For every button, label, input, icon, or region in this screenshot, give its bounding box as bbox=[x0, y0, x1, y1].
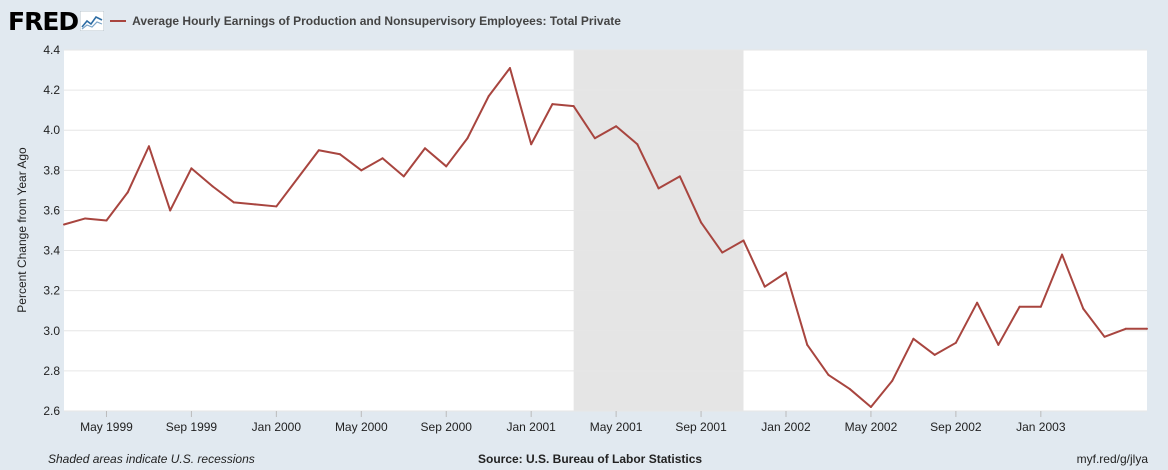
data-point[interactable] bbox=[402, 175, 405, 178]
recession-note: Shaded areas indicate U.S. recessions bbox=[48, 452, 255, 466]
data-point[interactable] bbox=[1061, 253, 1064, 256]
y-tick-label: 4.2 bbox=[43, 83, 60, 97]
data-point[interactable] bbox=[190, 167, 193, 170]
source-credit: Source: U.S. Bureau of Labor Statistics bbox=[478, 452, 703, 466]
data-point[interactable] bbox=[657, 187, 660, 190]
recession-band-0 bbox=[573, 50, 744, 411]
fred-logo[interactable]: FRED bbox=[8, 6, 79, 36]
data-point[interactable] bbox=[763, 285, 766, 288]
data-point[interactable] bbox=[147, 145, 150, 148]
data-point[interactable] bbox=[84, 217, 87, 220]
data-point[interactable] bbox=[211, 185, 214, 188]
data-point[interactable] bbox=[827, 373, 830, 376]
data-point[interactable] bbox=[508, 67, 511, 70]
data-point[interactable] bbox=[593, 137, 596, 140]
series-line-0[interactable] bbox=[63, 67, 1147, 408]
data-point[interactable] bbox=[232, 201, 235, 204]
data-point[interactable] bbox=[63, 223, 65, 226]
y-tick-label: 4.4 bbox=[43, 43, 60, 57]
data-point[interactable] bbox=[317, 149, 320, 152]
data-point[interactable] bbox=[551, 103, 554, 106]
data-point[interactable] bbox=[912, 337, 915, 340]
x-tick-label: Jan 2000 bbox=[252, 420, 302, 434]
x-tick-label: May 1999 bbox=[80, 420, 133, 434]
data-point[interactable] bbox=[1146, 327, 1148, 330]
data-point[interactable] bbox=[869, 405, 872, 408]
data-point[interactable] bbox=[105, 219, 108, 222]
data-point[interactable] bbox=[1018, 305, 1021, 308]
y-tick-label: 3.0 bbox=[43, 324, 60, 338]
y-tick-label: 3.4 bbox=[43, 244, 60, 258]
y-axis-ticks: 2.6 2.8 3.0 3.2 3.4 3.6 3.8 4.0 4.2 4.4 bbox=[43, 43, 60, 418]
y-tick-label: 3.2 bbox=[43, 284, 60, 298]
data-point[interactable] bbox=[1124, 327, 1127, 330]
data-point[interactable] bbox=[339, 153, 342, 156]
data-point[interactable] bbox=[997, 343, 1000, 346]
data-point[interactable] bbox=[742, 239, 745, 242]
data-point[interactable] bbox=[126, 191, 129, 194]
data-point[interactable] bbox=[530, 143, 533, 146]
x-tick-label: Sep 1999 bbox=[166, 420, 218, 434]
short-link[interactable]: myf.red/g/jlya bbox=[1076, 452, 1148, 466]
x-tick-label: May 2002 bbox=[845, 420, 898, 434]
y-tick-label: 2.6 bbox=[43, 404, 60, 418]
data-point[interactable] bbox=[700, 221, 703, 224]
data-point[interactable] bbox=[1082, 307, 1085, 310]
data-point[interactable] bbox=[1103, 335, 1106, 338]
data-point[interactable] bbox=[487, 95, 490, 98]
y-gridlines bbox=[64, 49, 1147, 412]
data-point[interactable] bbox=[848, 387, 851, 390]
data-point[interactable] bbox=[636, 143, 639, 146]
x-tick-label: May 2000 bbox=[335, 420, 388, 434]
x-tick-label: Sep 2002 bbox=[930, 420, 982, 434]
x-tick-label: Jan 2002 bbox=[761, 420, 811, 434]
data-point[interactable] bbox=[806, 343, 809, 346]
x-tick-label: Sep 2001 bbox=[675, 420, 727, 434]
x-tick-label: Jan 2003 bbox=[1016, 420, 1066, 434]
x-tick-label: Jan 2001 bbox=[506, 420, 556, 434]
data-point[interactable] bbox=[381, 157, 384, 160]
data-point[interactable] bbox=[296, 177, 299, 180]
data-point[interactable] bbox=[424, 147, 426, 150]
data-point[interactable] bbox=[572, 105, 575, 108]
x-tick-label: Sep 2000 bbox=[421, 420, 473, 434]
data-point[interactable] bbox=[466, 137, 469, 140]
x-axis-ticks: May 1999 Sep 1999 Jan 2000 May 2000 Sep 2000… bbox=[80, 411, 1066, 434]
y-tick-label: 3.6 bbox=[43, 203, 60, 217]
data-point[interactable] bbox=[933, 353, 936, 356]
data-point[interactable] bbox=[275, 205, 278, 208]
data-point[interactable] bbox=[976, 301, 979, 304]
chart-header: FRED Average Hourly Earnings of Producti… bbox=[8, 6, 621, 36]
data-point[interactable] bbox=[254, 203, 257, 206]
data-point[interactable] bbox=[445, 165, 448, 168]
y-tick-label: 4.0 bbox=[43, 123, 60, 137]
x-tick-label: May 2001 bbox=[590, 420, 643, 434]
data-point[interactable] bbox=[891, 379, 894, 382]
legend-swatch bbox=[110, 20, 127, 22]
data-point[interactable] bbox=[721, 251, 724, 254]
series-title[interactable]: Average Hourly Earnings of Production an… bbox=[132, 14, 621, 28]
data-point[interactable] bbox=[169, 209, 172, 212]
data-point[interactable] bbox=[1039, 305, 1042, 308]
y-tick-label: 3.8 bbox=[43, 163, 60, 177]
data-point[interactable] bbox=[785, 271, 787, 274]
fred-line-graph-icon bbox=[80, 11, 105, 31]
data-point[interactable] bbox=[954, 341, 957, 344]
series-layer bbox=[63, 67, 1148, 408]
y-tick-label: 2.8 bbox=[43, 364, 60, 378]
data-point[interactable] bbox=[615, 125, 618, 128]
data-point[interactable] bbox=[678, 175, 681, 178]
data-point[interactable] bbox=[360, 169, 363, 172]
recession-shading bbox=[573, 50, 744, 411]
y-axis-label: Percent Change from Year Ago bbox=[15, 147, 29, 313]
